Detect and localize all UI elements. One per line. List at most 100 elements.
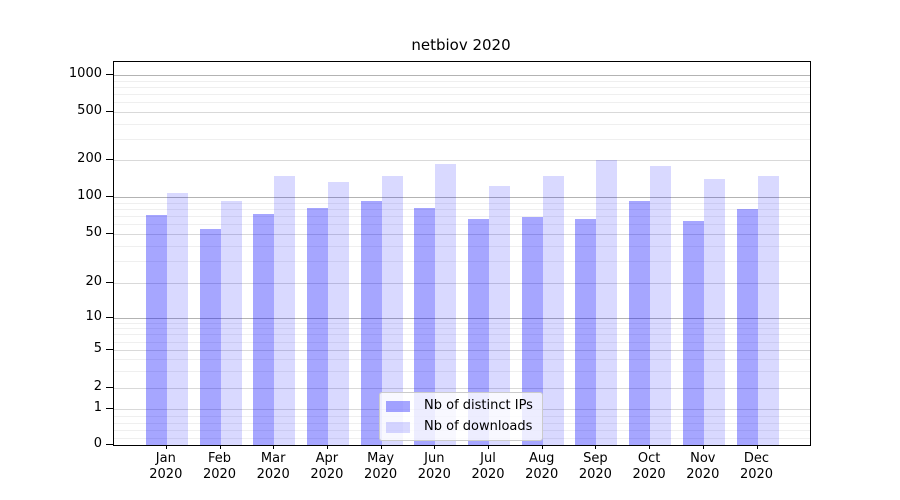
gridline-100: [114, 197, 810, 198]
bar-distinct-ips-sep: [575, 219, 597, 445]
gridline-5: [114, 350, 810, 352]
y-tick-label-500: 500: [77, 102, 102, 118]
x-tick-nov: [702, 445, 704, 449]
bar-downloads-jun: [435, 164, 457, 445]
bar-downloads-nov: [703, 179, 725, 445]
legend-swatch-distinct-ips: [386, 400, 410, 412]
legend-item-downloads: Nb of downloads: [386, 419, 534, 435]
x-tick-month: May: [367, 451, 395, 466]
gridline-minor: [114, 208, 810, 210]
x-tick-jan: [165, 445, 167, 449]
y-tick-500: [106, 110, 113, 112]
y-tick-label-100: 100: [77, 188, 102, 203]
x-tick-label-jul: Jul 2020: [456, 451, 520, 483]
y-tick-label-50: 50: [85, 224, 102, 240]
bar-downloads-jul: [489, 185, 510, 445]
x-tick-label-nov: Nov 2020: [671, 451, 735, 483]
x-tick-month: Jul: [480, 451, 496, 466]
gridline-50: [114, 233, 810, 235]
x-tick-label-dec: Dec 2020: [725, 451, 789, 483]
x-tick-month: Feb: [207, 451, 232, 466]
y-tick-label-1: 1: [93, 399, 102, 415]
y-tick-2: [106, 386, 113, 388]
y-tick-label-5: 5: [93, 341, 102, 357]
x-tick-jun: [434, 445, 436, 449]
legend-item-distinct-ips: Nb of distinct IPs: [386, 398, 534, 414]
bar-downloads-apr: [327, 181, 349, 445]
bar-downloads-oct: [650, 166, 672, 445]
x-tick-year: 2020: [525, 467, 559, 482]
x-tick-year: 2020: [632, 467, 666, 482]
y-tick-5: [106, 349, 113, 351]
legend-swatch-downloads: [386, 421, 410, 433]
bar-distinct-ips-jan: [145, 215, 167, 445]
x-tick-oct: [649, 445, 651, 449]
x-tick-label-feb: Feb 2020: [188, 451, 252, 483]
gridline-minor: [114, 80, 810, 82]
y-tick-20: [106, 281, 113, 283]
gridline-minor: [114, 359, 810, 361]
y-tick-label-2: 2: [93, 378, 102, 394]
x-tick-label-sep: Sep 2020: [563, 451, 627, 483]
x-tick-mar: [273, 445, 275, 449]
x-tick-sep: [595, 445, 597, 449]
gridline-minor: [114, 102, 810, 104]
x-tick-month: Apr: [315, 451, 339, 466]
bar-downloads-dec: [757, 175, 779, 445]
x-tick-year: 2020: [202, 467, 237, 482]
y-tick-label-20: 20: [85, 273, 102, 289]
legend-label-downloads: Nb of downloads: [424, 419, 533, 434]
y-tick-50: [106, 232, 113, 234]
gridline-minor: [114, 261, 810, 263]
gridline-minor: [114, 328, 810, 330]
x-tick-label-aug: Aug 2020: [510, 451, 574, 483]
y-tick-1: [106, 407, 113, 409]
bar-downloads-feb: [220, 200, 242, 445]
x-tick-label-may: May 2020: [349, 451, 413, 483]
x-tick-may: [380, 445, 382, 449]
y-tick-200: [106, 159, 113, 161]
x-tick-month: Sep: [583, 451, 608, 466]
chart-title: netbiov 2020: [411, 36, 511, 54]
x-tick-year: 2020: [739, 467, 774, 482]
gridline-minor: [114, 138, 810, 140]
gridline-minor: [114, 94, 810, 96]
x-tick-year: 2020: [310, 467, 344, 482]
x-tick-year: 2020: [364, 467, 398, 482]
x-tick-month: Nov: [690, 451, 716, 466]
gridline-minor: [114, 341, 810, 343]
legend: Nb of distinct IPs Nb of downloads: [379, 392, 543, 441]
gridline-200: [114, 160, 810, 162]
gridline-minor: [114, 215, 810, 217]
bar-downloads-jan: [166, 193, 188, 445]
x-tick-year: 2020: [256, 467, 290, 482]
y-tick-label-1000: 1000: [68, 66, 102, 82]
gridline-minor: [114, 334, 810, 336]
x-tick-month: Jan: [155, 451, 176, 466]
bar-downloads-may: [381, 176, 403, 445]
y-tick-1000: [106, 74, 113, 76]
x-tick-dec: [756, 445, 758, 449]
x-tick-month: Oct: [637, 451, 661, 466]
gridline-minor: [114, 322, 810, 324]
legend-label-distinct-ips: Nb of distinct IPs: [424, 398, 533, 413]
gridline-minor: [114, 87, 810, 89]
x-tick-feb: [219, 445, 221, 449]
gridline-minor: [114, 245, 810, 247]
x-tick-year: 2020: [471, 467, 505, 482]
x-tick-label-apr: Apr 2020: [295, 451, 359, 483]
gridline-20: [114, 282, 810, 284]
x-tick-year: 2020: [686, 467, 720, 482]
bar-downloads-aug: [542, 175, 564, 445]
bar-distinct-ips-may: [360, 200, 382, 445]
x-tick-month: Jun: [424, 451, 445, 466]
x-tick-year: 2020: [149, 467, 183, 482]
bar-distinct-ips-mar: [253, 213, 275, 445]
x-tick-month: Mar: [260, 451, 286, 466]
bar-distinct-ips-feb: [199, 228, 221, 445]
bar-distinct-ips-aug: [521, 217, 543, 445]
bar-distinct-ips-apr: [306, 208, 328, 445]
bar-distinct-ips-jun: [414, 207, 436, 445]
gridline-minor: [114, 202, 810, 204]
